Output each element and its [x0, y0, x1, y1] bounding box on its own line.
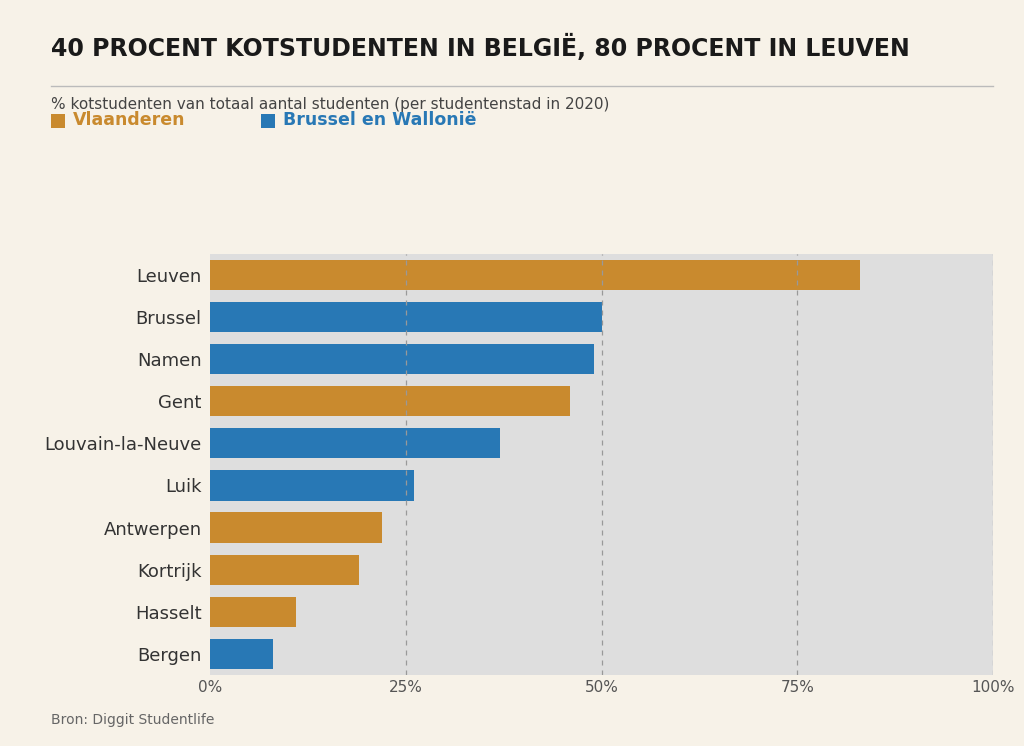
Bar: [210, 591, 993, 633]
Bar: [210, 639, 272, 669]
Text: 40 PROCENT KOTSTUDENTEN IN BELGIË, 80 PROCENT IN LEUVEN: 40 PROCENT KOTSTUDENTEN IN BELGIË, 80 PR…: [51, 34, 910, 60]
Text: Vlaanderen: Vlaanderen: [74, 111, 185, 129]
Bar: [210, 344, 594, 374]
Bar: [210, 549, 993, 591]
Bar: [210, 554, 358, 585]
Bar: [210, 507, 993, 549]
Bar: [210, 464, 993, 507]
Text: Brussel en Wallonië: Brussel en Wallonië: [283, 111, 476, 129]
Text: Bron: Diggit Studentlife: Bron: Diggit Studentlife: [51, 713, 215, 727]
Bar: [210, 633, 993, 675]
Bar: [210, 470, 414, 501]
Bar: [210, 260, 860, 290]
Bar: [210, 386, 570, 416]
Text: % kotstudenten van totaal aantal studenten (per studentenstad in 2020): % kotstudenten van totaal aantal student…: [51, 97, 609, 112]
Bar: [210, 428, 500, 459]
Bar: [210, 513, 382, 543]
Bar: [210, 301, 602, 332]
Bar: [210, 295, 993, 338]
Bar: [210, 422, 993, 464]
Bar: [210, 380, 993, 422]
Bar: [210, 338, 993, 380]
Bar: [210, 254, 993, 295]
Bar: [210, 597, 296, 627]
